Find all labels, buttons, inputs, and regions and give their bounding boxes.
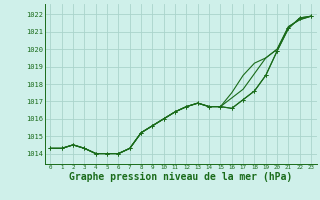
X-axis label: Graphe pression niveau de la mer (hPa): Graphe pression niveau de la mer (hPa) <box>69 172 292 182</box>
